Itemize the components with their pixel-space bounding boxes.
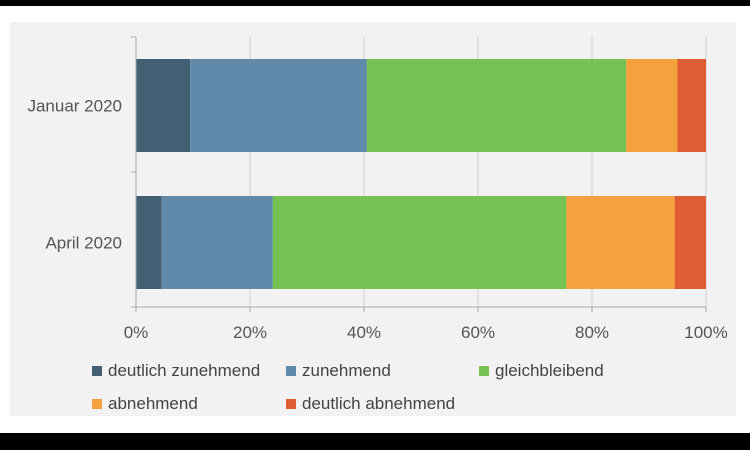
x-tick-label: 80% bbox=[575, 323, 609, 342]
category-label: Januar 2020 bbox=[27, 97, 122, 116]
category-label: April 2020 bbox=[45, 234, 122, 253]
legend-label-deutlich-zunehmend: deutlich zunehmend bbox=[108, 361, 261, 380]
x-tick-label: 40% bbox=[347, 323, 381, 342]
legend-swatch-deutlich-zunehmend bbox=[92, 366, 102, 376]
legend-item-gleichbleibend: gleichbleibend bbox=[479, 361, 604, 381]
bar-segment-gleichbleibend bbox=[272, 196, 567, 289]
legend-item-abnehmend: abnehmend bbox=[92, 394, 198, 414]
legend-label-gleichbleibend: gleichbleibend bbox=[495, 361, 604, 380]
x-tick-label: 0% bbox=[124, 323, 149, 342]
legend-item-zunehmend: zunehmend bbox=[286, 361, 391, 381]
legend-item-deutlich-abnehmend: deutlich abnehmend bbox=[286, 394, 455, 414]
legend-swatch-deutlich-abnehmend bbox=[286, 399, 296, 409]
legend-swatch-zunehmend bbox=[286, 366, 296, 376]
bar-segment-zunehmend bbox=[161, 196, 273, 289]
legend-label-zunehmend: zunehmend bbox=[302, 361, 391, 380]
x-tick-label: 60% bbox=[461, 323, 495, 342]
bar-segment-gleichbleibend bbox=[366, 59, 627, 152]
bar-segment-deutlich-abnehmend bbox=[677, 59, 706, 152]
bar-segment-zunehmend bbox=[190, 59, 367, 152]
bar-segment-deutlich-zunehmend bbox=[136, 196, 162, 289]
bar-segment-abnehmend bbox=[626, 59, 678, 152]
bar-segment-abnehmend bbox=[566, 196, 675, 289]
legend-label-deutlich-abnehmend: deutlich abnehmend bbox=[302, 394, 456, 413]
legend-label-abnehmend: abnehmend bbox=[108, 394, 198, 413]
x-tick-label: 20% bbox=[233, 323, 267, 342]
bar-segment-deutlich-abnehmend bbox=[674, 196, 706, 289]
x-tick-label: 100% bbox=[684, 323, 727, 342]
legend-swatch-abnehmend bbox=[92, 399, 102, 409]
legend-item-deutlich-zunehmend: deutlich zunehmend bbox=[92, 361, 260, 381]
bar-segment-deutlich-zunehmend bbox=[136, 59, 191, 152]
legend-swatch-gleichbleibend bbox=[479, 366, 489, 376]
